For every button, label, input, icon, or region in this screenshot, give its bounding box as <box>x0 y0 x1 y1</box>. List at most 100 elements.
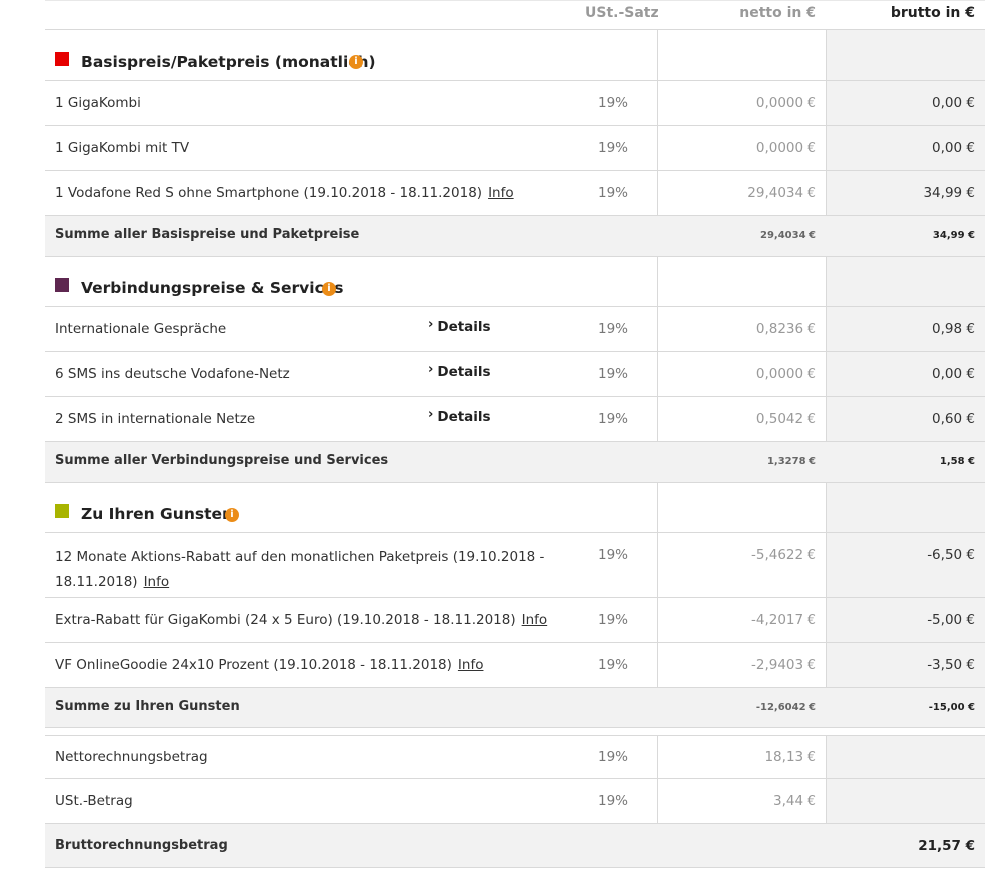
net-column-bg <box>657 735 826 824</box>
header-net: netto in € <box>739 5 816 21</box>
table-row: 12 Monate Aktions-Rabatt auf den monatli… <box>45 533 985 598</box>
info-link[interactable]: Info <box>521 612 548 628</box>
info-link[interactable]: Info <box>488 185 514 201</box>
row-gross: 34,99 € <box>923 185 975 201</box>
row-vat: 19% <box>598 366 629 382</box>
row-description: 1 GigaKombi <box>55 95 141 111</box>
section-color-square <box>55 278 69 292</box>
section-header-basispreis: Basispreis/Paketpreis (monatlich) i <box>45 30 985 81</box>
row-description: 1 Vodafone Red S ohne Smartphone (19.10.… <box>55 183 514 203</box>
row-net: 0,5042 € <box>755 411 816 427</box>
gross-total-value: 21,57 € <box>918 838 975 854</box>
info-link[interactable]: Info <box>457 657 484 673</box>
chevron-right-icon: › <box>428 317 434 332</box>
sum-gross: -15,00 € <box>928 702 975 713</box>
table-row: VF OnlineGoodie 24x10 Prozent (19.10.201… <box>45 643 985 688</box>
table-row: 1 GigaKombi 19% 0,0000 € 0,00 € <box>45 81 985 126</box>
info-icon[interactable]: i <box>225 508 239 522</box>
spacer <box>45 729 985 735</box>
row-net: 0,0000 € <box>755 366 816 382</box>
details-link[interactable]: › Details <box>428 407 491 425</box>
row-vat: 19% <box>598 140 629 156</box>
row-description: Extra-Rabatt für GigaKombi (24 x 5 Euro)… <box>55 610 547 630</box>
sum-net: 29,4034 € <box>760 230 816 241</box>
info-link[interactable]: Info <box>143 574 170 590</box>
table-row: Internationale Gespräche › Details 19% 0,… <box>45 307 985 352</box>
section-title: Verbindungspreise & Services <box>81 279 344 297</box>
section-title: Basispreis/Paketpreis (monatlich) <box>81 53 376 71</box>
row-description-text: Extra-Rabatt für GigaKombi (24 x 5 Euro)… <box>55 612 516 628</box>
section-header-gunsten: Zu Ihren Gunsten i <box>45 483 985 533</box>
header-vat: USt.-Satz <box>585 5 659 21</box>
sum-row: Summe zu Ihren Gunsten -12,6042 € -15,00… <box>45 688 985 728</box>
section-header-verbindungspreise: Verbindungspreise & Services i <box>45 257 985 307</box>
net-column-bg <box>657 30 826 728</box>
info-icon[interactable]: i <box>322 282 336 296</box>
details-label: Details <box>437 409 491 425</box>
gross-column-bg <box>826 30 985 728</box>
tax-row: USt.-Betrag 19% 3,44 € <box>45 779 985 824</box>
row-description-text-2: 18.11.2018) <box>55 574 138 590</box>
row-net: -5,4622 € <box>751 547 816 563</box>
table-row: 1 GigaKombi mit TV 19% 0,0000 € 0,00 € <box>45 126 985 171</box>
section-color-square <box>55 52 69 66</box>
row-description-text: 12 Monate Aktions-Rabatt auf den monatli… <box>55 549 545 565</box>
tax-label: USt.-Betrag <box>55 793 133 809</box>
sum-net: -12,6042 € <box>755 702 816 713</box>
row-description: 1 GigaKombi mit TV <box>55 140 190 156</box>
header-gross: brutto in € <box>890 5 975 21</box>
section-title: Zu Ihren Gunsten <box>81 505 234 523</box>
row-vat: 19% <box>598 321 629 337</box>
net-total-label: Nettorechnungsbetrag <box>55 749 208 765</box>
details-label: Details <box>437 364 491 380</box>
row-gross: -3,50 € <box>927 657 975 673</box>
section-color-square <box>55 504 69 518</box>
chevron-right-icon: › <box>428 362 434 377</box>
sum-net: 1,3278 € <box>766 456 816 467</box>
chevron-right-icon: › <box>428 407 434 422</box>
row-description-text: VF OnlineGoodie 24x10 Prozent (19.10.201… <box>55 657 452 673</box>
row-vat: 19% <box>598 612 629 628</box>
net-total-row: Nettorechnungsbetrag 19% 18,13 € <box>45 735 985 779</box>
net-total-vat: 19% <box>598 749 629 765</box>
row-vat: 19% <box>598 657 629 673</box>
row-gross: 0,98 € <box>932 321 975 337</box>
details-link[interactable]: › Details <box>428 317 491 335</box>
row-gross: -5,00 € <box>927 612 975 628</box>
row-gross: -6,50 € <box>927 547 975 563</box>
table-header: USt.-Satz netto in € brutto in € <box>45 0 985 30</box>
row-net: 29,4034 € <box>747 185 816 201</box>
info-icon[interactable]: i <box>349 55 363 69</box>
details-link[interactable]: › Details <box>428 362 491 380</box>
sum-gross: 34,99 € <box>932 230 975 241</box>
table-row: 6 SMS ins deutsche Vodafone-Netz › Detail… <box>45 352 985 397</box>
row-vat: 19% <box>598 547 629 563</box>
sum-row: Summe aller Basispreise und Paketpreise … <box>45 216 985 257</box>
row-description: 6 SMS ins deutsche Vodafone-Netz <box>55 366 290 382</box>
row-gross: 0,00 € <box>932 95 975 111</box>
tax-vat: 19% <box>598 793 629 809</box>
row-description: 12 Monate Aktions-Rabatt auf den monatli… <box>55 545 544 595</box>
table-row: 2 SMS in internationale Netze › Details 1… <box>45 397 985 442</box>
sum-label: Summe zu Ihren Gunsten <box>55 699 240 714</box>
sum-label: Summe aller Basispreise und Paketpreise <box>55 227 360 242</box>
net-total-value: 18,13 € <box>764 749 816 765</box>
tax-value: 3,44 € <box>773 793 816 809</box>
sum-gross: 1,58 € <box>939 456 975 467</box>
row-vat: 19% <box>598 95 629 111</box>
row-gross: 0,60 € <box>932 411 975 427</box>
row-vat: 19% <box>598 411 629 427</box>
row-net: 0,0000 € <box>755 95 816 111</box>
gross-total-row: Bruttorechnungsbetrag 21,57 € <box>45 824 985 868</box>
row-description: Internationale Gespräche <box>55 321 227 337</box>
row-description-text: 1 Vodafone Red S ohne Smartphone (19.10.… <box>55 185 483 201</box>
details-label: Details <box>437 319 491 335</box>
table-row: 1 Vodafone Red S ohne Smartphone (19.10.… <box>45 171 985 216</box>
row-vat: 19% <box>598 185 629 201</box>
sum-row: Summe aller Verbindungspreise und Servic… <box>45 442 985 483</box>
row-gross: 0,00 € <box>932 140 975 156</box>
sum-label: Summe aller Verbindungspreise und Servic… <box>55 453 389 468</box>
row-description: 2 SMS in internationale Netze <box>55 411 256 427</box>
row-net: 0,0000 € <box>755 140 816 156</box>
table-row: Extra-Rabatt für GigaKombi (24 x 5 Euro)… <box>45 598 985 643</box>
